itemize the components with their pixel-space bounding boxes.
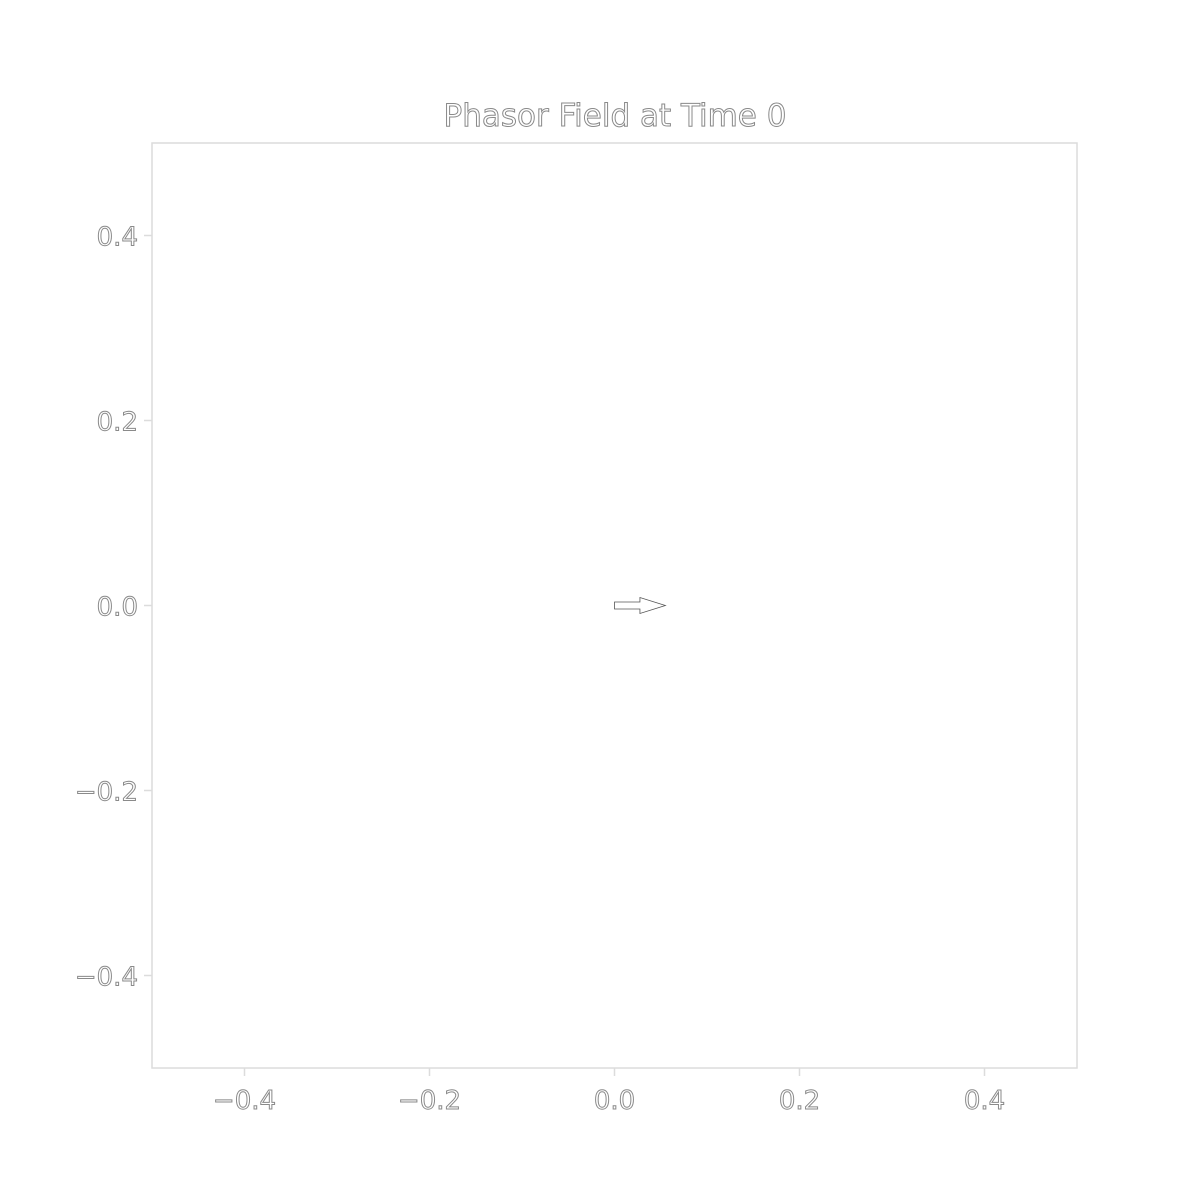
x-axis: −0.4 −0.2 0.0 0.2 0.4	[212, 1068, 1006, 1117]
x-tick-label: −0.4	[213, 1086, 276, 1116]
x-tick-label: 0.4	[964, 1086, 1005, 1116]
y-tick-label: −0.2	[75, 778, 138, 808]
y-tick-label: −0.4	[75, 963, 138, 993]
y-tick-label: 0.2	[97, 408, 138, 438]
phasor-arrow	[614, 596, 667, 615]
chart-title: Phasor Field at Time 0	[444, 98, 787, 134]
x-tick-label: −0.2	[398, 1086, 461, 1116]
x-tick-label: 0.0	[594, 1086, 635, 1116]
y-tick-label: 0.0	[97, 593, 138, 623]
phasor-arrows	[614, 596, 667, 615]
x-tick-label: 0.2	[779, 1086, 820, 1116]
y-tick-label: 0.4	[97, 223, 138, 253]
y-axis: −0.4 −0.2 0.0 0.2 0.4	[74, 222, 152, 993]
